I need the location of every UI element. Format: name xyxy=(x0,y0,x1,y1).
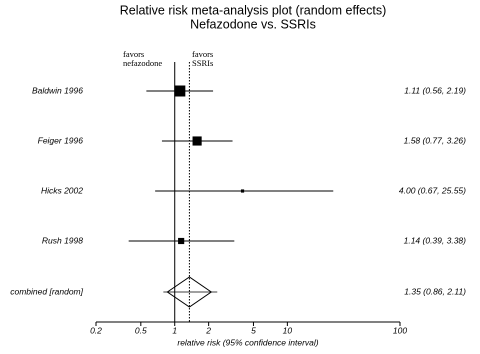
x-tick-label: 100 xyxy=(393,325,407,335)
point-estimate xyxy=(240,189,245,193)
left-header: nefazodone xyxy=(123,58,162,68)
x-tick-label: 2 xyxy=(205,325,211,335)
combined-name: combined [random] xyxy=(10,286,83,296)
value-label: 1.14 (0.39, 3.38) xyxy=(404,235,467,245)
study-name: Baldwin 1996 xyxy=(32,85,83,95)
point-estimate xyxy=(178,237,185,245)
study-name: Feiger 1996 xyxy=(38,135,84,145)
value-label: 1.11 (0.56, 2.19) xyxy=(404,85,466,95)
x-tick-label: 1 xyxy=(172,325,177,335)
x-axis-label: relative risk (95% confidence interval) xyxy=(177,337,318,347)
study-name: Hicks 2002 xyxy=(41,185,83,195)
right-header: SSRIs xyxy=(192,58,213,68)
value-label: 1.58 (0.77, 3.26) xyxy=(404,135,467,145)
x-tick-label: 0.5 xyxy=(135,325,147,335)
chart-title: Relative risk meta-analysis plot (random… xyxy=(120,3,387,17)
combined-diamond xyxy=(166,276,213,308)
point-estimate xyxy=(174,85,186,97)
left-header: favors xyxy=(123,49,144,59)
x-tick-label: 0.2 xyxy=(90,325,102,335)
x-tick-label: 10 xyxy=(283,325,293,335)
value-label: 1.35 (0.86, 2.11) xyxy=(404,286,466,296)
right-header: favors xyxy=(192,49,213,59)
x-tick-label: 5 xyxy=(251,325,256,335)
value-label: 4.00 (0.67, 25.55) xyxy=(399,185,466,195)
point-estimate xyxy=(192,136,202,146)
study-name: Rush 1998 xyxy=(42,235,83,245)
chart-subtitle: Nefazodone vs. SSRIs xyxy=(190,17,316,31)
